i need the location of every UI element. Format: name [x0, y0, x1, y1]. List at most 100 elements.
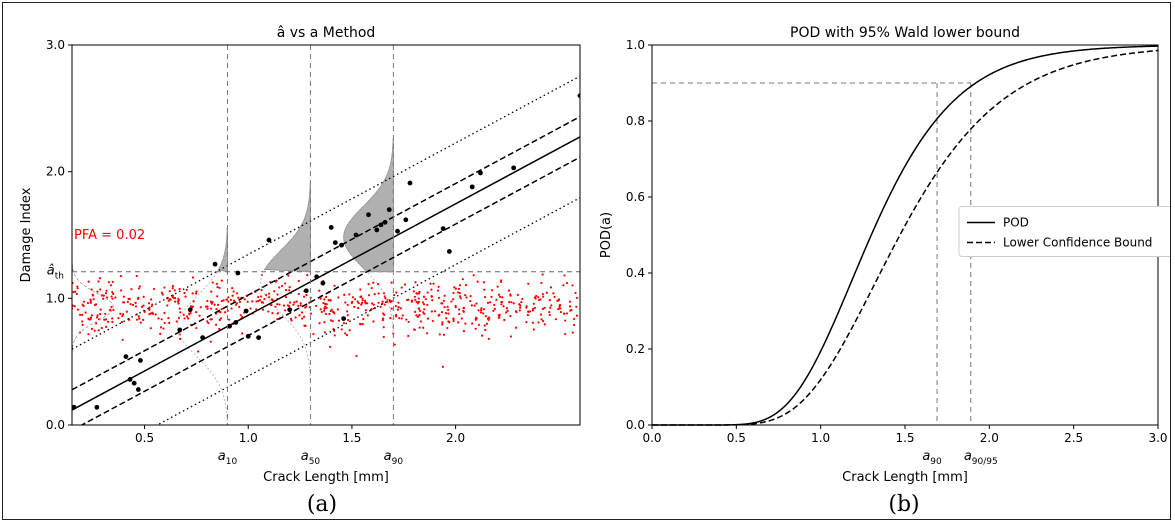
x-tick-label: 1.0: [239, 431, 258, 445]
noise-point: [122, 313, 125, 316]
noise-point: [436, 289, 440, 292]
noise-point: [354, 298, 357, 301]
noise-point: [303, 324, 306, 327]
noise-point: [293, 301, 296, 304]
noise-point: [249, 307, 252, 310]
hit-point: [245, 333, 251, 339]
noise-point: [140, 305, 144, 308]
hit-point: [353, 232, 359, 238]
noise-point: [225, 298, 228, 301]
noise-point: [543, 323, 546, 326]
noise-point: [446, 305, 449, 308]
noise-point: [104, 312, 107, 316]
caption-a: (a): [306, 492, 338, 517]
noise-point: [508, 301, 511, 304]
hit-point: [131, 380, 137, 386]
noise-point: [344, 301, 347, 304]
bell-fill-1: [263, 182, 311, 273]
noise-point: [119, 274, 123, 278]
noise-point: [571, 284, 574, 287]
noise-point: [210, 307, 213, 310]
noise-point: [150, 298, 153, 301]
noise-point: [475, 302, 478, 305]
noise-point: [107, 281, 110, 284]
noise-point: [143, 310, 146, 313]
noise-point: [394, 305, 398, 308]
noise-point: [191, 292, 194, 295]
noise-point: [480, 307, 483, 310]
noise-point: [215, 308, 218, 311]
threshold-tick-label: âth: [47, 264, 64, 282]
noise-point: [417, 297, 420, 300]
noise-point: [82, 300, 85, 303]
noise-point: [430, 310, 433, 313]
noise-point: [276, 317, 279, 321]
noise-point: [474, 318, 477, 321]
noise-point: [458, 295, 462, 298]
noise-point: [431, 319, 434, 323]
noise-point: [382, 335, 385, 339]
noise-point: [297, 304, 300, 307]
noise-point: [173, 300, 177, 303]
noise-point: [191, 276, 195, 279]
noise-point: [101, 297, 105, 300]
noise-point: [426, 291, 429, 294]
noise-point: [111, 320, 114, 323]
noise-point: [211, 281, 214, 284]
noise-point: [90, 288, 93, 291]
noise-point: [493, 307, 496, 310]
noise-point: [123, 301, 126, 304]
noise-point: [437, 285, 440, 288]
noise-point: [117, 317, 120, 320]
noise-point: [495, 298, 498, 301]
noise-point: [309, 312, 313, 315]
noise-point: [418, 326, 421, 329]
noise-point: [195, 290, 198, 293]
noise-point: [305, 293, 308, 297]
noise-point: [442, 333, 446, 336]
noise-point: [299, 302, 302, 305]
noise-point: [86, 301, 90, 305]
noise-point: [148, 313, 151, 316]
noise-point: [324, 295, 328, 298]
noise-point: [228, 318, 231, 321]
noise-point: [553, 295, 556, 299]
noise-point: [351, 296, 355, 299]
noise-point: [333, 284, 336, 287]
noise-point: [76, 285, 79, 288]
noise-point: [554, 318, 557, 321]
noise-point: [337, 296, 340, 299]
noise-point: [413, 295, 416, 298]
noise-point: [532, 302, 535, 305]
hit-point: [328, 225, 334, 230]
noise-point: [496, 285, 499, 288]
noise-point: [443, 294, 446, 297]
noise-point: [514, 326, 518, 329]
noise-point: [527, 282, 530, 285]
noise-point: [377, 301, 380, 304]
noise-point: [105, 325, 108, 328]
noise-point: [403, 283, 407, 286]
noise-point: [302, 295, 306, 298]
noise-point: [548, 311, 551, 314]
noise-point: [260, 295, 263, 298]
noise-point: [441, 321, 444, 324]
x-tick-label: 0.0: [642, 431, 661, 445]
noise-point: [122, 295, 125, 298]
noise-point: [410, 300, 413, 303]
noise-point: [483, 324, 486, 327]
hit-point: [386, 207, 392, 213]
hit-point: [266, 237, 272, 243]
noise-point: [323, 307, 326, 310]
noise-point: [382, 312, 385, 315]
noise-point: [473, 304, 476, 307]
noise-point: [89, 300, 92, 303]
noise-point: [93, 329, 96, 332]
noise-point: [426, 332, 429, 335]
noise-point: [556, 299, 559, 302]
noise-point: [481, 334, 484, 337]
noise-point: [405, 318, 408, 321]
noise-point: [417, 292, 421, 295]
noise-point: [297, 292, 300, 296]
noise-point: [458, 291, 461, 295]
